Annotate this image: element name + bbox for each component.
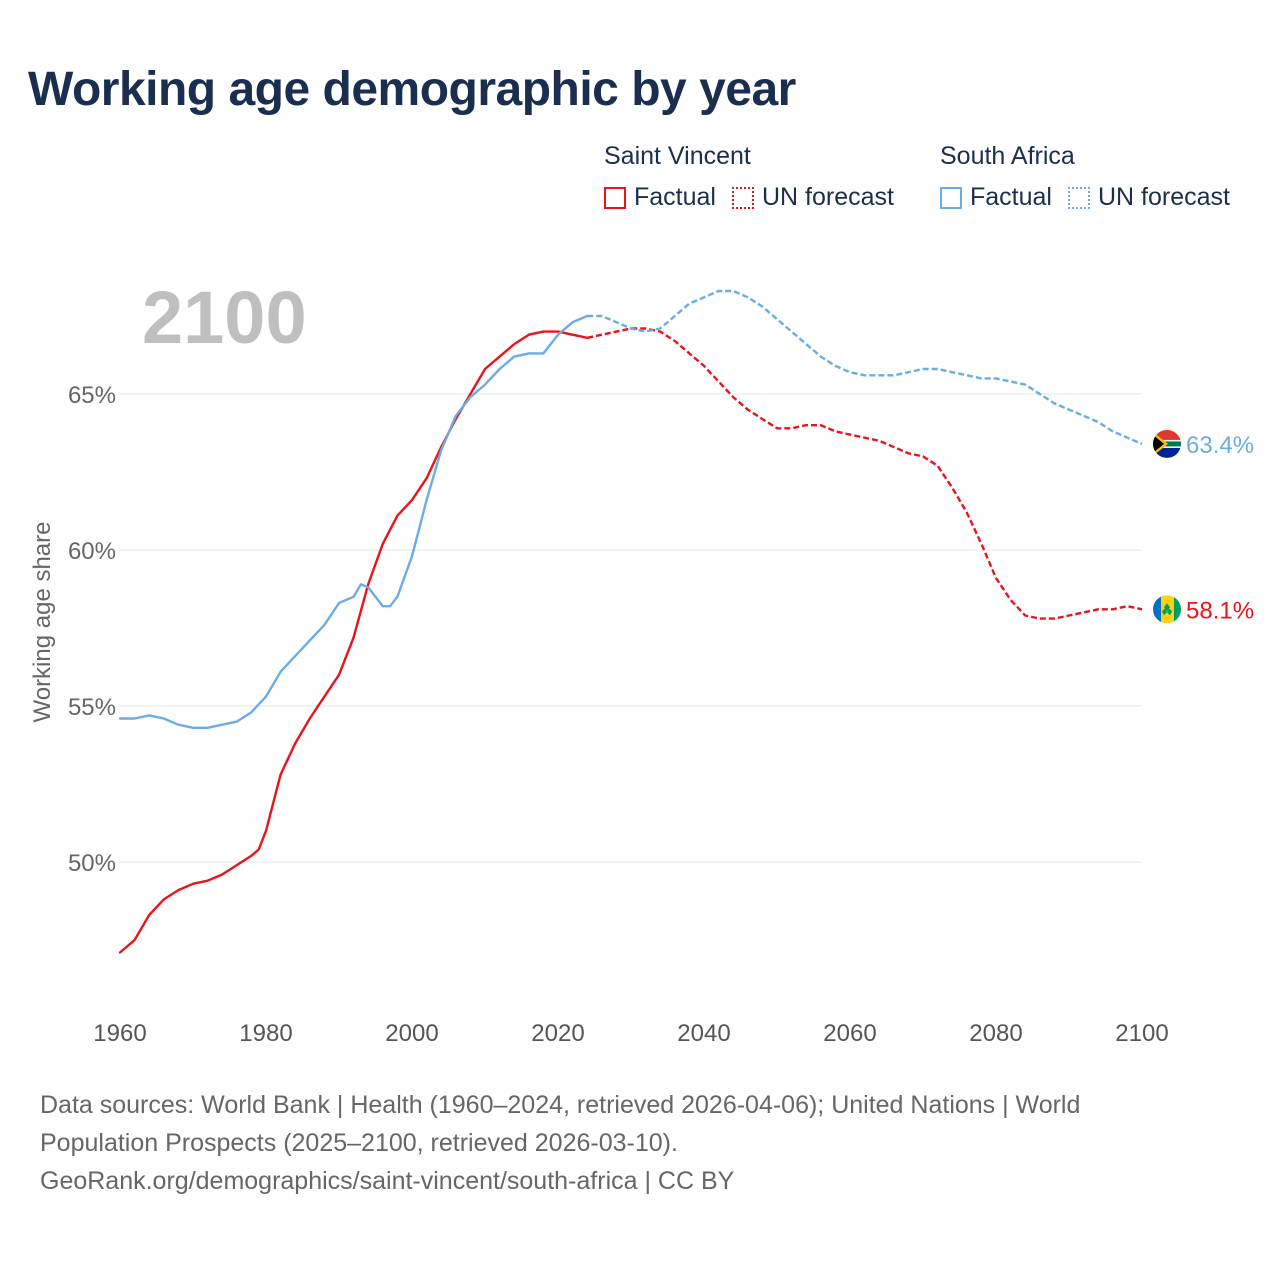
legend-item-south-africa-forecast[interactable]: UN forecast <box>1067 183 1230 212</box>
footer-line[interactable]: GeoRank.org/demographics/saint-vincent/s… <box>40 1167 735 1195</box>
legend-south-africa: South Africa Factual UN forecast <box>940 142 1246 212</box>
year-watermark: 2100 <box>142 276 307 359</box>
y-tick-label: 65% <box>68 382 116 409</box>
series-line-south-africa-forecast[interactable] <box>587 289 1143 446</box>
chart-title: Working age demographic by year <box>28 63 796 116</box>
south-africa-flag-icon <box>1153 429 1181 458</box>
y-tick-label: 60% <box>68 538 116 565</box>
legend-item-saint-vincent-forecast[interactable]: UN forecast <box>731 183 894 212</box>
x-tick-label: 2060 <box>823 1020 876 1047</box>
footer-line: Population Prospects (2025–2100, retriev… <box>40 1129 678 1157</box>
x-tick-label: 1980 <box>239 1020 292 1047</box>
series-line-saint-vincent-forecast[interactable] <box>586 327 1143 620</box>
legend-swatch-dotted-blue <box>1067 186 1090 209</box>
legend-swatch-solid-blue <box>940 186 962 209</box>
x-tick-label: 2000 <box>385 1020 438 1047</box>
legend-label: Factual <box>634 183 716 211</box>
legend-heading-saint-vincent: Saint Vincent <box>604 142 751 170</box>
x-tick-label: 1960 <box>93 1020 146 1047</box>
x-tick-label: 2040 <box>677 1020 730 1047</box>
legend-heading-south-africa: South Africa <box>940 142 1075 170</box>
legend-label: UN forecast <box>1097 183 1230 211</box>
saint-vincent-flag-icon <box>1153 595 1181 624</box>
legend-swatch-solid-red <box>604 186 626 209</box>
y-tick-label: 55% <box>68 694 116 721</box>
x-tick-label: 2080 <box>969 1020 1022 1047</box>
legend-saint-vincent: Saint Vincent Factual UN forecast <box>604 142 910 212</box>
series-line-south-africa-factual[interactable] <box>118 314 589 729</box>
series-line-saint-vincent-factual[interactable] <box>118 330 589 954</box>
x-tick-label: 2100 <box>1115 1020 1168 1047</box>
x-tick-label: 2020 <box>531 1020 584 1047</box>
y-tick-label: 50% <box>68 850 116 877</box>
end-value-label: 58.1% <box>1186 597 1254 624</box>
line-chart: 2100 Working age share 50% 55% 60% 65% 1960… <box>29 276 1254 1047</box>
legend-swatch-dotted-red <box>731 186 754 209</box>
legend-label: UN forecast <box>761 183 894 211</box>
legend-item-south-africa-factual[interactable]: Factual <box>940 183 1052 212</box>
footer-line: Data sources: World Bank | Health (1960–… <box>40 1091 1081 1119</box>
data-sources-footer: Data sources: World Bank | Health (1960–… <box>40 1086 1160 1200</box>
y-axis-title: Working age share <box>29 522 56 723</box>
legend-label: Factual <box>970 183 1052 211</box>
end-value-label: 63.4% <box>1186 432 1254 459</box>
legend-item-saint-vincent-factual[interactable]: Factual <box>604 183 716 212</box>
